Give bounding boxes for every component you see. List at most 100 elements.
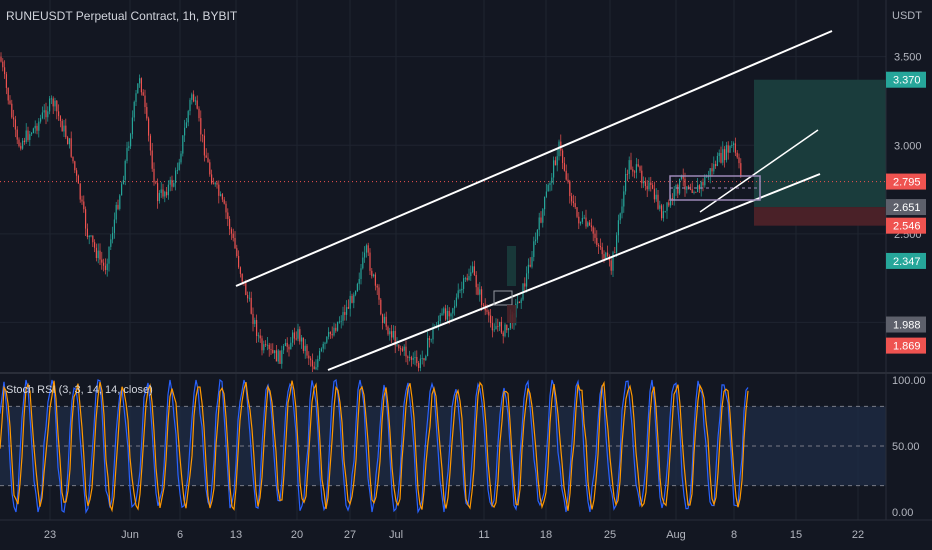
candle-body-252 [454,305,456,309]
candle-body-256 [461,288,463,291]
candle-body-144 [259,335,261,339]
candle-body-143 [257,335,259,337]
candle-body-19 [34,125,36,129]
candle-body-265 [477,287,479,295]
candle-body-275 [495,326,497,330]
candle-body-336 [605,252,607,259]
candle-body-406 [731,144,733,146]
candle-body-361 [650,182,652,186]
candle-body-287 [517,301,519,304]
time-tick-label: 15 [790,529,802,541]
candle-body-51 [92,235,94,243]
rsi-indicator-label[interactable]: Stoch RSI (3, 3, 14, 14, close) [6,384,153,396]
candle-body-248 [446,310,448,320]
candle-body-18 [32,128,34,134]
candle-body-20 [36,125,38,131]
rsi-tick-label: 50.00 [892,441,920,453]
candle-body-264 [475,275,477,288]
candle-body-181 [326,336,328,343]
price-marker-bg-3 [886,217,926,234]
candle-body-110 [198,108,200,119]
candle-body-227 [409,357,411,359]
candle-body-50 [90,235,92,237]
candle-body-313 [563,162,565,171]
candle-body-52 [94,242,96,248]
candle-body-9 [16,129,18,140]
candle-body-399 [718,152,720,156]
candle-body-146 [263,344,265,351]
channel-upper-line [235,30,833,287]
candle-body-377 [679,178,681,194]
candle-body-230 [414,357,416,358]
candle-body-80 [144,95,146,108]
candle-body-309 [556,156,558,166]
candle-body-117 [211,174,213,184]
candle-body-381 [686,186,688,190]
candle-body-24 [43,110,45,113]
candle-body-267 [481,289,483,305]
candle-body-405 [729,145,731,153]
candle-body-232 [418,363,420,368]
candle-body-137 [247,295,249,299]
candle-body-114 [205,155,207,158]
candle-body-124 [223,199,225,204]
candle-body-41 [74,161,76,171]
candle-body-237 [427,338,429,357]
candle-body-63 [113,219,115,233]
candle-body-58 [104,265,106,270]
candle-body-358 [644,181,646,187]
candle-body-312 [562,150,564,163]
candle-body-53 [95,247,97,258]
candle-body-289 [520,299,522,303]
candle-body-350 [630,160,632,170]
candle-body-151 [272,349,274,354]
candle-body-187 [337,322,339,331]
candle-body-243 [437,321,439,327]
candle-body-33 [59,116,61,121]
candle-body-391 [704,177,706,186]
candle-body-14 [25,130,27,143]
candle-body-395 [711,168,713,172]
rsi-axis[interactable]: 100.00 50.00 0.00 [892,375,926,519]
candle-body-175 [315,367,317,370]
candle-body-61 [110,239,112,247]
candle-body-282 [508,328,510,331]
candle-body-319 [574,203,576,208]
candle-body-393 [707,176,709,178]
candle-body-46 [83,201,85,210]
candle-body-258 [464,277,466,279]
candle-body-360 [648,182,650,190]
candle-body-106 [191,94,193,100]
candle-body-99 [178,162,180,170]
candle-body-218 [392,330,394,338]
candle-body-87 [157,183,159,202]
candle-body-389 [700,181,702,190]
candle-body-129 [232,233,234,238]
candle-body-122 [220,194,222,196]
price-marker-bg-5 [886,316,926,333]
candle-body-396 [713,164,715,172]
candle-body-22 [40,118,42,122]
candle-body-276 [497,326,499,327]
candle-body-23 [41,112,43,119]
candle-body-280 [504,324,506,337]
rsi-tick-label: 100.00 [892,375,926,387]
candle-body-339 [610,260,612,271]
candle-body-119 [214,182,216,185]
candle-body-234 [421,358,423,359]
candle-body-66 [119,195,121,209]
candle-body-75 [135,93,137,102]
candle-body-111 [200,118,202,135]
price-marker-bg-6 [886,337,926,354]
candle-body-131 [236,248,238,256]
candle-body-394 [709,168,711,177]
candle-body-366 [659,205,661,209]
rsi-tick-label: 0.00 [892,507,913,519]
candle-body-261 [470,272,472,277]
candle-body-374 [673,188,675,200]
time-axis[interactable]: 23 Jun 6 13 20 27 Jul 11 18 25 Aug 8 15 22 [44,529,864,541]
candle-body-169 [304,345,306,351]
candle-body-7 [13,117,15,120]
